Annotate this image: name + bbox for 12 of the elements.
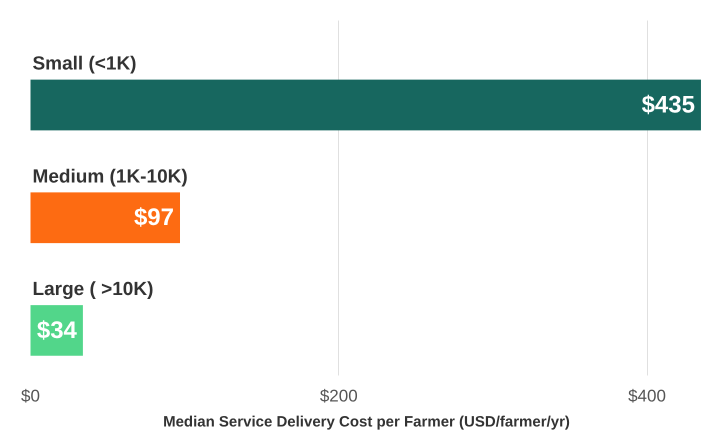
y-tick-label: Medium (1K-10K) [32,166,188,188]
x-axis-title: Median Service Delivery Cost per Farmer (USD/farmer/yr) [163,414,570,430]
bar [30,80,701,130]
y-tick-label: Large ( >10K) [32,278,154,300]
data-label: $34 [36,316,78,344]
x-tick-label: $200 [320,386,358,406]
y-tick-label: Small (<1K) [32,54,137,75]
data-label: $435 [642,92,695,119]
bar [30,192,180,244]
x-tick-label: $0 [21,386,40,406]
data-label: $97 [134,204,174,232]
x-tick-label: $400 [628,386,666,406]
